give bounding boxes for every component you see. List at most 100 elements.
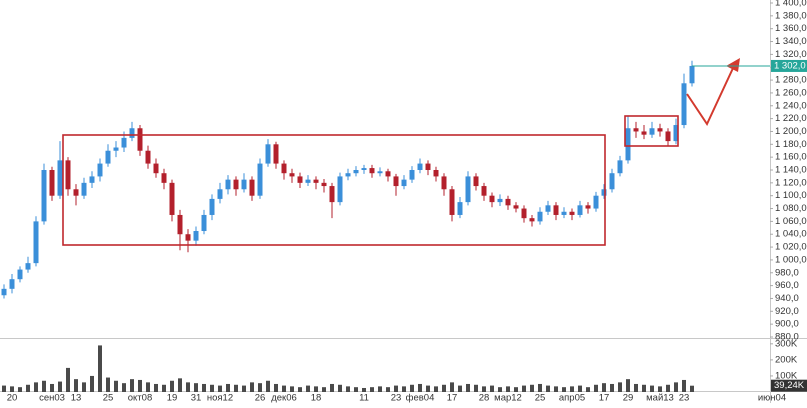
volume-bar	[682, 379, 686, 392]
volume-bar	[554, 386, 558, 392]
volume-bar	[266, 380, 270, 392]
candle-body	[177, 214, 183, 235]
y-tick-label: 1 080,0	[775, 203, 807, 214]
volume-bar	[658, 386, 662, 392]
candle-body	[353, 170, 359, 174]
candle-body	[217, 189, 223, 199]
volume-bar	[114, 380, 118, 392]
candle-body	[569, 211, 575, 215]
volume-bar	[234, 384, 238, 392]
candle-body	[193, 231, 199, 241]
x-tick-label: 17	[599, 393, 610, 403]
x-tick-label: 29	[623, 393, 634, 403]
x-tick-label: ноя12	[207, 393, 233, 403]
candle-body	[17, 269, 23, 280]
candle-body	[625, 128, 631, 161]
y-tick-label: 1 320,0	[775, 49, 807, 60]
x-tick-label: апр05	[559, 393, 585, 403]
x-tick-label: фев04	[406, 393, 435, 403]
x-tick-label: 11	[359, 393, 369, 403]
candle-body	[57, 160, 63, 196]
y-tick-label: 980,0	[775, 267, 799, 278]
last-price-label: 1 302,0	[774, 60, 806, 71]
candle-body	[137, 128, 143, 151]
volume-bar	[274, 383, 278, 392]
candle-body	[593, 195, 599, 209]
volume-bar	[442, 384, 446, 392]
candle-body	[561, 211, 567, 215]
volume-bar	[386, 387, 390, 392]
flag-box	[624, 115, 679, 147]
volume-bar	[378, 386, 382, 392]
candle-body	[577, 205, 583, 215]
volume-bar	[202, 383, 206, 392]
candle-body	[489, 195, 495, 203]
volume-bar	[578, 385, 582, 392]
candle-body	[313, 179, 319, 183]
candle-body	[169, 182, 175, 215]
volume-bar	[610, 383, 614, 392]
candle-body	[417, 163, 423, 170]
candle-body	[25, 263, 31, 270]
candle-body	[281, 163, 287, 174]
volume-bar	[66, 367, 70, 392]
candle-body	[41, 170, 47, 222]
volume-bar	[434, 386, 438, 392]
volume-bar	[690, 385, 694, 392]
candle-body	[633, 128, 639, 132]
y-tick-label: 1 160,0	[775, 152, 807, 163]
volume-bar	[346, 386, 350, 392]
volume-tick-label: 200K	[775, 354, 798, 365]
candle-body	[449, 189, 455, 215]
volume-bar	[530, 384, 534, 392]
volume-bar	[34, 382, 38, 392]
volume-bar	[226, 383, 230, 392]
candle-body	[129, 128, 135, 138]
y-tick-label: 1 280,0	[775, 75, 807, 86]
volume-bar	[450, 382, 454, 392]
y-tick-label: 920,0	[775, 306, 799, 317]
volume-bar	[26, 384, 30, 392]
candle-body	[337, 176, 343, 203]
candle-body	[393, 176, 399, 187]
candle-body	[201, 214, 207, 232]
volume-bar	[258, 383, 262, 392]
volume-bar	[282, 385, 286, 392]
volume-bar	[586, 387, 590, 392]
volume-bar	[322, 387, 326, 392]
y-tick-label: 1 400,0	[775, 0, 807, 9]
candle-body	[657, 128, 663, 132]
volume-bar	[594, 384, 598, 392]
volume-bar	[490, 385, 494, 392]
candle-body	[1, 288, 7, 296]
x-tick-label: мар12	[494, 393, 522, 403]
volume-bar	[194, 383, 198, 392]
annotations	[62, 58, 740, 246]
candle-body	[361, 168, 367, 170]
x-tick-label: 23	[391, 393, 402, 403]
volume-bar	[2, 385, 6, 392]
candle-body	[321, 182, 327, 187]
candle-body	[505, 198, 511, 206]
range-box	[62, 134, 606, 246]
candle-body	[377, 171, 383, 174]
volume-bar	[394, 385, 398, 392]
candle-body	[609, 173, 615, 190]
candle-body	[665, 131, 671, 142]
volume-bar	[154, 383, 158, 392]
x-tick-label: окт08	[128, 393, 152, 403]
y-tick-label: 880,0	[775, 332, 799, 343]
volume-bar	[18, 387, 22, 392]
candle-body	[153, 163, 159, 174]
y-tick-label: 1 380,0	[775, 10, 807, 21]
candle-body	[433, 170, 439, 177]
y-tick-label: 1 200,0	[775, 126, 807, 137]
volume-bar	[90, 375, 94, 392]
volume-bar	[482, 386, 486, 392]
candle-body	[497, 198, 503, 203]
y-tick-label: 1 240,0	[775, 100, 807, 111]
volume-bar	[298, 387, 302, 392]
last-price-badge	[771, 59, 807, 72]
candle-body	[249, 179, 255, 196]
